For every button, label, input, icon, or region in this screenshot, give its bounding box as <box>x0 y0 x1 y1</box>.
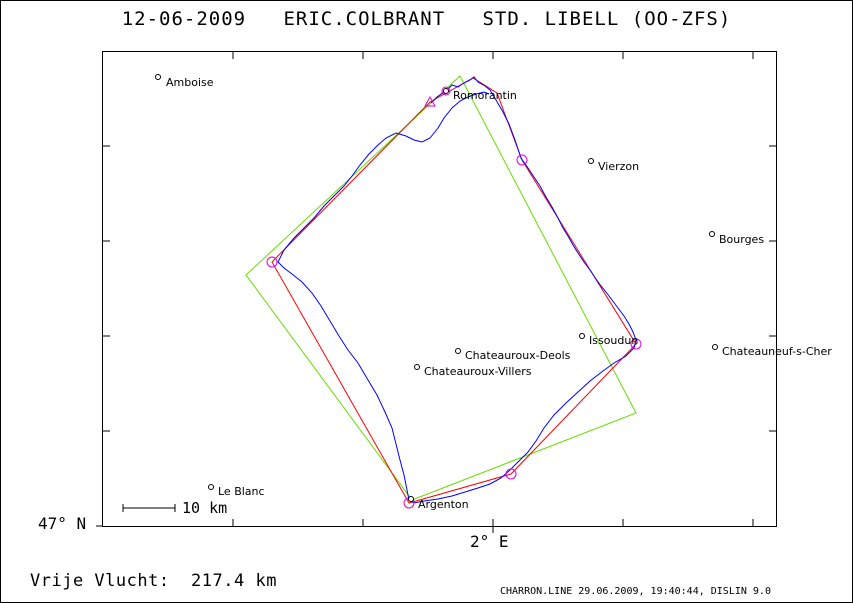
place-dot <box>579 333 585 339</box>
turnpoint-marker <box>441 86 451 96</box>
place-labels: Amboise Romorantin Vierzon Bourges Issou… <box>166 76 832 511</box>
place-dot <box>712 344 718 350</box>
place-dot <box>455 348 461 354</box>
distance-readout: Vrije Vlucht: 217.4 km <box>30 571 277 591</box>
turnpoint-marker <box>505 468 517 480</box>
footer-software: DISLIN 9.0 <box>710 586 771 597</box>
place-dot <box>208 484 214 490</box>
place-label-le-blanc: Le Blanc <box>218 485 265 498</box>
turnpoint-marker <box>266 256 278 268</box>
place-dot <box>709 231 715 237</box>
place-dot <box>588 158 594 164</box>
flight-date: 12-06-2009 <box>121 8 247 30</box>
turnpoints <box>266 86 642 509</box>
footer-info: CHARRON.LINE 29.06.2009, 19:40:44, DISLI… <box>500 586 771 597</box>
map-title: 12-06-2009 ERIC.COLBRANT STD. LIBELL (OO… <box>0 8 853 30</box>
scale-label: 10 km <box>182 499 228 517</box>
scale-bar <box>122 504 176 512</box>
place-label-vierzon: Vierzon <box>598 160 639 173</box>
place-label-chateauneuf: Chateauneuf-s-Cher <box>722 345 832 358</box>
flight-track <box>277 76 637 504</box>
observation-sector <box>245 75 637 501</box>
distance-value: 217.4 km <box>191 571 277 591</box>
start-triangle <box>424 95 436 107</box>
place-label-chateauroux-villers: Chateauroux-Villers <box>424 365 532 378</box>
latitude-label: 47° N <box>38 514 87 533</box>
place-label-issoudun: Issoudun <box>589 334 638 347</box>
place-markers <box>155 74 718 502</box>
turnpoint-marker <box>630 338 642 350</box>
longitude-label: 2° E <box>470 532 509 551</box>
place-label-chateauroux-deols: Chateauroux-Deols <box>465 349 571 362</box>
place-label-argenton: Argenton <box>418 498 469 511</box>
place-label-romorantin: Romorantin <box>453 89 517 102</box>
task-line <box>271 77 637 504</box>
distance-label: Vrije Vlucht: <box>30 571 170 591</box>
footer-file: CHARRON.LINE <box>500 586 573 597</box>
turnpoint-marker <box>516 154 528 166</box>
footer-date: 29.06.2009 <box>578 586 639 597</box>
pilot-name: ERIC.COLBRANT <box>283 8 446 30</box>
place-dot <box>155 74 161 80</box>
place-label-bourges: Bourges <box>719 233 764 246</box>
axis-ticks <box>96 51 777 533</box>
glider-name: STD. LIBELL (OO-ZFS) <box>482 8 732 30</box>
place-dot <box>408 496 414 502</box>
footer-time: 19:40:44 <box>650 586 699 597</box>
place-dot <box>414 364 420 370</box>
place-dot <box>443 88 449 94</box>
place-label-amboise: Amboise <box>166 76 214 89</box>
map-frame <box>102 51 777 527</box>
